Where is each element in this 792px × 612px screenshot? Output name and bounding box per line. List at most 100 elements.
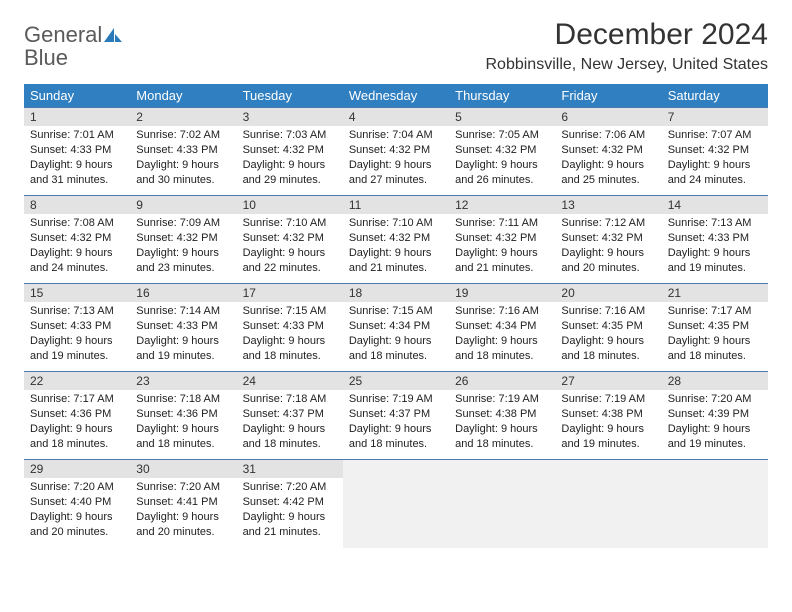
calendar-cell: 10Sunrise: 7:10 AMSunset: 4:32 PMDayligh… (237, 196, 343, 284)
calendar-cell-empty (662, 460, 768, 548)
daylight-line1: Daylight: 9 hours (668, 246, 762, 261)
calendar-table: SundayMondayTuesdayWednesdayThursdayFrid… (24, 84, 768, 548)
sunrise-text: Sunrise: 7:11 AM (455, 216, 549, 231)
daylight-line2: and 18 minutes. (243, 437, 337, 452)
sunrise-text: Sunrise: 7:02 AM (136, 128, 230, 143)
day-body: Sunrise: 7:10 AMSunset: 4:32 PMDaylight:… (237, 214, 343, 279)
location: Robbinsville, New Jersey, United States (486, 56, 769, 74)
logo-text: General Blue (24, 24, 122, 70)
daylight-line2: and 30 minutes. (136, 173, 230, 188)
day-number: 3 (237, 108, 343, 126)
weekday-header: Saturday (662, 84, 768, 108)
daylight-line1: Daylight: 9 hours (349, 422, 443, 437)
sunset-text: Sunset: 4:32 PM (136, 231, 230, 246)
day-body: Sunrise: 7:19 AMSunset: 4:38 PMDaylight:… (449, 390, 555, 455)
daylight-line2: and 18 minutes. (349, 349, 443, 364)
sunset-text: Sunset: 4:35 PM (561, 319, 655, 334)
day-number: 26 (449, 372, 555, 390)
calendar-cell: 13Sunrise: 7:12 AMSunset: 4:32 PMDayligh… (555, 196, 661, 284)
sunset-text: Sunset: 4:32 PM (561, 231, 655, 246)
daylight-line2: and 24 minutes. (668, 173, 762, 188)
sunset-text: Sunset: 4:32 PM (243, 143, 337, 158)
sunrise-text: Sunrise: 7:16 AM (455, 304, 549, 319)
sunset-text: Sunset: 4:33 PM (243, 319, 337, 334)
day-body: Sunrise: 7:14 AMSunset: 4:33 PMDaylight:… (130, 302, 236, 367)
day-body: Sunrise: 7:08 AMSunset: 4:32 PMDaylight:… (24, 214, 130, 279)
logo-sail-icon (104, 29, 122, 46)
sunrise-text: Sunrise: 7:15 AM (349, 304, 443, 319)
sunrise-text: Sunrise: 7:16 AM (561, 304, 655, 319)
day-body: Sunrise: 7:16 AMSunset: 4:34 PMDaylight:… (449, 302, 555, 367)
day-body: Sunrise: 7:01 AMSunset: 4:33 PMDaylight:… (24, 126, 130, 191)
sunset-text: Sunset: 4:42 PM (243, 495, 337, 510)
day-number: 11 (343, 196, 449, 214)
sunrise-text: Sunrise: 7:20 AM (136, 480, 230, 495)
daylight-line1: Daylight: 9 hours (349, 246, 443, 261)
daylight-line1: Daylight: 9 hours (668, 422, 762, 437)
calendar-cell: 8Sunrise: 7:08 AMSunset: 4:32 PMDaylight… (24, 196, 130, 284)
sunset-text: Sunset: 4:33 PM (136, 143, 230, 158)
daylight-line2: and 26 minutes. (455, 173, 549, 188)
daylight-line2: and 27 minutes. (349, 173, 443, 188)
daylight-line1: Daylight: 9 hours (455, 158, 549, 173)
day-body: Sunrise: 7:18 AMSunset: 4:36 PMDaylight:… (130, 390, 236, 455)
calendar-cell: 17Sunrise: 7:15 AMSunset: 4:33 PMDayligh… (237, 284, 343, 372)
sunrise-text: Sunrise: 7:17 AM (30, 392, 124, 407)
daylight-line2: and 20 minutes. (561, 261, 655, 276)
day-number: 5 (449, 108, 555, 126)
sunset-text: Sunset: 4:38 PM (561, 407, 655, 422)
daylight-line2: and 31 minutes. (30, 173, 124, 188)
header: General Blue December 2024 Robbinsville,… (24, 18, 768, 74)
calendar-cell-empty (555, 460, 661, 548)
weekday-header: Thursday (449, 84, 555, 108)
day-body: Sunrise: 7:10 AMSunset: 4:32 PMDaylight:… (343, 214, 449, 279)
sunrise-text: Sunrise: 7:17 AM (668, 304, 762, 319)
sunset-text: Sunset: 4:39 PM (668, 407, 762, 422)
calendar-cell: 28Sunrise: 7:20 AMSunset: 4:39 PMDayligh… (662, 372, 768, 460)
sunset-text: Sunset: 4:33 PM (668, 231, 762, 246)
day-body: Sunrise: 7:07 AMSunset: 4:32 PMDaylight:… (662, 126, 768, 191)
calendar-cell: 26Sunrise: 7:19 AMSunset: 4:38 PMDayligh… (449, 372, 555, 460)
sunrise-text: Sunrise: 7:09 AM (136, 216, 230, 231)
sunrise-text: Sunrise: 7:19 AM (561, 392, 655, 407)
daylight-line2: and 20 minutes. (30, 525, 124, 540)
sunrise-text: Sunrise: 7:18 AM (136, 392, 230, 407)
daylight-line1: Daylight: 9 hours (136, 422, 230, 437)
daylight-line1: Daylight: 9 hours (561, 422, 655, 437)
daylight-line2: and 18 minutes. (349, 437, 443, 452)
daylight-line1: Daylight: 9 hours (136, 246, 230, 261)
calendar-cell: 21Sunrise: 7:17 AMSunset: 4:35 PMDayligh… (662, 284, 768, 372)
calendar-cell: 4Sunrise: 7:04 AMSunset: 4:32 PMDaylight… (343, 108, 449, 196)
day-body: Sunrise: 7:04 AMSunset: 4:32 PMDaylight:… (343, 126, 449, 191)
day-number: 29 (24, 460, 130, 478)
day-number: 22 (24, 372, 130, 390)
daylight-line1: Daylight: 9 hours (243, 510, 337, 525)
day-number: 17 (237, 284, 343, 302)
calendar-cell: 29Sunrise: 7:20 AMSunset: 4:40 PMDayligh… (24, 460, 130, 548)
calendar-cell: 14Sunrise: 7:13 AMSunset: 4:33 PMDayligh… (662, 196, 768, 284)
day-body: Sunrise: 7:15 AMSunset: 4:34 PMDaylight:… (343, 302, 449, 367)
day-body: Sunrise: 7:18 AMSunset: 4:37 PMDaylight:… (237, 390, 343, 455)
sunset-text: Sunset: 4:38 PM (455, 407, 549, 422)
day-body: Sunrise: 7:17 AMSunset: 4:36 PMDaylight:… (24, 390, 130, 455)
daylight-line1: Daylight: 9 hours (136, 510, 230, 525)
sunset-text: Sunset: 4:33 PM (136, 319, 230, 334)
day-number: 18 (343, 284, 449, 302)
sunset-text: Sunset: 4:37 PM (349, 407, 443, 422)
sunset-text: Sunset: 4:33 PM (30, 319, 124, 334)
daylight-line1: Daylight: 9 hours (30, 422, 124, 437)
sunset-text: Sunset: 4:41 PM (136, 495, 230, 510)
day-body: Sunrise: 7:05 AMSunset: 4:32 PMDaylight:… (449, 126, 555, 191)
day-number: 9 (130, 196, 236, 214)
calendar-cell: 25Sunrise: 7:19 AMSunset: 4:37 PMDayligh… (343, 372, 449, 460)
day-number: 19 (449, 284, 555, 302)
daylight-line2: and 21 minutes. (349, 261, 443, 276)
day-number: 1 (24, 108, 130, 126)
sunset-text: Sunset: 4:32 PM (349, 231, 443, 246)
sunrise-text: Sunrise: 7:20 AM (30, 480, 124, 495)
day-body: Sunrise: 7:12 AMSunset: 4:32 PMDaylight:… (555, 214, 661, 279)
daylight-line2: and 18 minutes. (455, 349, 549, 364)
day-body: Sunrise: 7:13 AMSunset: 4:33 PMDaylight:… (662, 214, 768, 279)
calendar-body: 1Sunrise: 7:01 AMSunset: 4:33 PMDaylight… (24, 108, 768, 548)
calendar-cell: 27Sunrise: 7:19 AMSunset: 4:38 PMDayligh… (555, 372, 661, 460)
